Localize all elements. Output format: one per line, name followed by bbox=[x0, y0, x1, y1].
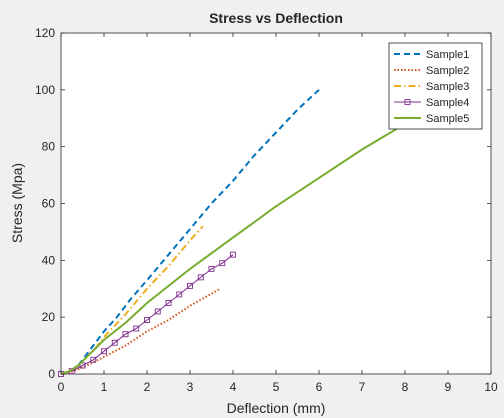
x-tick-label: 10 bbox=[484, 380, 498, 394]
series-marker-sample4 bbox=[208, 265, 215, 272]
x-tick-label: 8 bbox=[402, 380, 409, 394]
series-marker-sample4 bbox=[111, 339, 118, 346]
series-marker-sample4 bbox=[133, 325, 140, 332]
series-marker-sample4 bbox=[154, 308, 161, 315]
series-marker-sample4 bbox=[176, 291, 183, 298]
series-marker-sample4 bbox=[165, 300, 172, 306]
series-marker-sample4 bbox=[230, 251, 236, 258]
y-tick-label: 60 bbox=[42, 197, 56, 211]
legend-label-sample1: Sample1 bbox=[426, 49, 469, 61]
x-tick-label: 2 bbox=[144, 380, 151, 394]
x-tick-label: 5 bbox=[273, 380, 280, 394]
series-marker-sample4 bbox=[101, 348, 107, 355]
series-line-sample1 bbox=[60, 89, 320, 375]
legend-label-sample2: Sample2 bbox=[426, 65, 469, 77]
series-line-sample4 bbox=[60, 254, 234, 375]
y-tick-label: 100 bbox=[35, 83, 55, 97]
series-line-sample5 bbox=[60, 111, 427, 375]
y-axis-label: Stress (Mpa) bbox=[9, 163, 25, 243]
series-marker-sample4 bbox=[122, 331, 129, 338]
series-marker-sample4 bbox=[144, 317, 150, 323]
series-marker-sample4 bbox=[187, 282, 193, 289]
chart-title: Stress vs Deflection bbox=[209, 10, 343, 26]
series-marker-sample4 bbox=[79, 362, 86, 369]
x-tick-label: 0 bbox=[58, 380, 65, 394]
x-tick-label: 7 bbox=[359, 380, 366, 394]
legend-label-sample3: Sample3 bbox=[426, 81, 469, 93]
x-axis-label: Deflection (mm) bbox=[227, 400, 326, 416]
legend: Sample1 Sample2 Sample3 Sample4 Sample5 bbox=[388, 42, 483, 130]
x-tick-label: 4 bbox=[230, 380, 237, 394]
series-line-sample2 bbox=[60, 287, 221, 375]
y-tick-label: 120 bbox=[35, 26, 55, 40]
y-tick-label: 80 bbox=[42, 140, 56, 154]
x-tick-label: 9 bbox=[445, 380, 452, 394]
x-tick-label: 6 bbox=[316, 380, 323, 394]
y-tick-label: 20 bbox=[42, 310, 56, 324]
legend-label-sample5: Sample5 bbox=[426, 113, 469, 125]
y-tick-label: 40 bbox=[42, 253, 56, 267]
series-marker-sample4 bbox=[219, 260, 226, 267]
x-tick-label: 3 bbox=[187, 380, 194, 394]
series-marker-sample4 bbox=[197, 274, 204, 281]
x-tick-label: 1 bbox=[101, 380, 108, 394]
series-marker-sample4 bbox=[90, 356, 97, 363]
legend-marker-sample4 bbox=[404, 99, 411, 105]
y-tick-label: 0 bbox=[48, 367, 55, 381]
legend-label-sample4: Sample4 bbox=[426, 97, 469, 109]
series-layer bbox=[58, 89, 427, 377]
